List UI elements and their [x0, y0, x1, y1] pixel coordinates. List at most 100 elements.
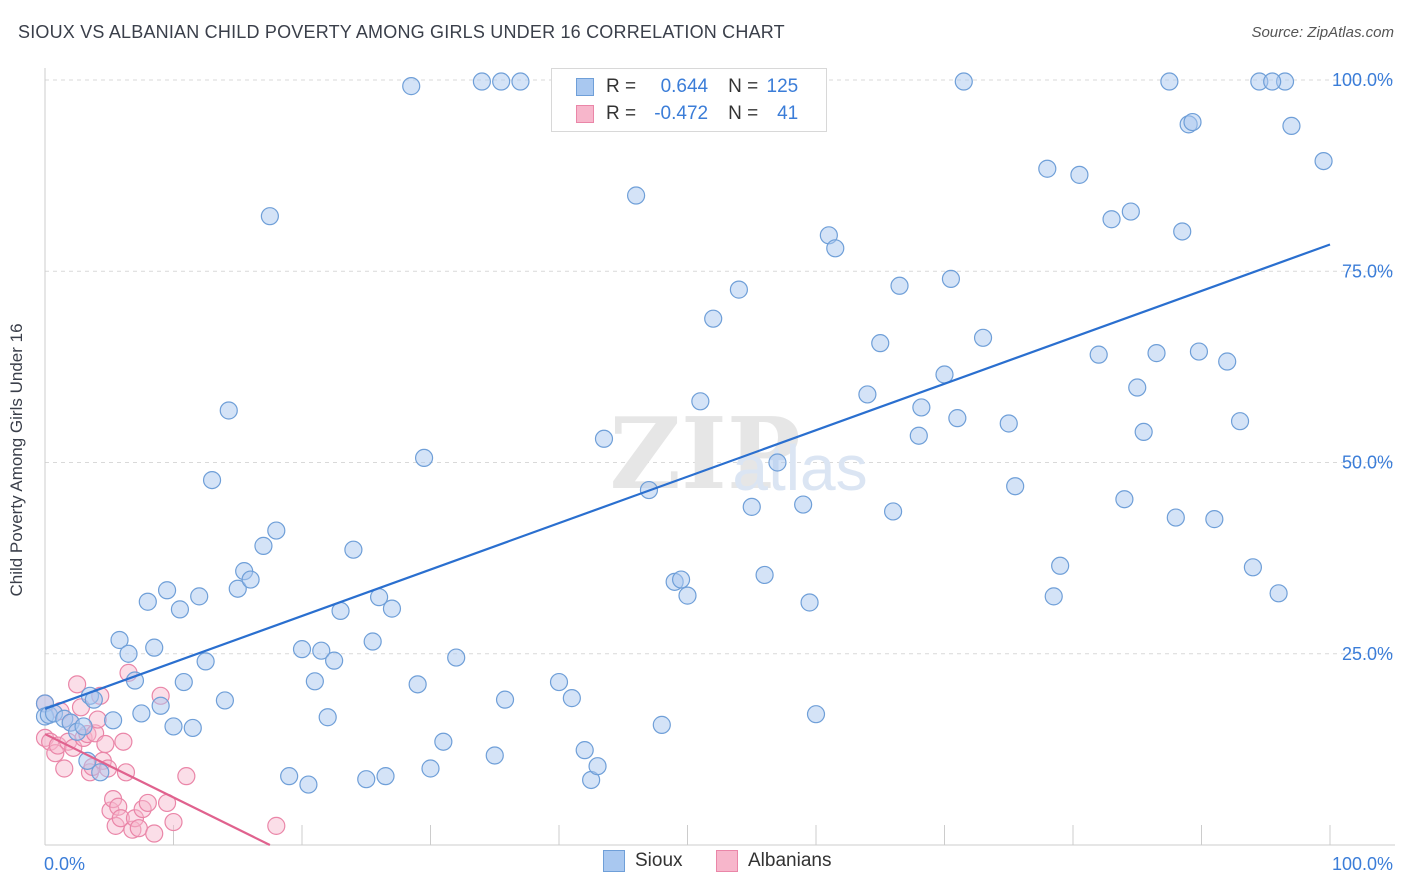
sioux-point: [215, 691, 234, 710]
sioux-point: [241, 570, 260, 589]
sioux-point: [594, 429, 614, 448]
legend-item-sioux[interactable]: Sioux: [603, 850, 683, 872]
sioux-point: [1038, 159, 1057, 178]
x-tick-label: 0.0%: [44, 854, 85, 874]
legend-swatch-albanians: [576, 105, 594, 123]
legend-r-label: R =: [606, 103, 637, 124]
y-tick-label: 50.0%: [1342, 453, 1393, 473]
watermark-atlas: atlas: [732, 432, 867, 504]
sioux-point: [170, 600, 190, 619]
sioux-point: [1243, 558, 1263, 577]
sioux-point: [671, 570, 691, 589]
sioux-point: [138, 592, 157, 611]
sioux-point: [1115, 490, 1134, 509]
sioux-point: [678, 586, 697, 605]
sioux-point: [312, 641, 331, 660]
sioux-point: [157, 581, 177, 600]
sioux-point: [292, 640, 312, 659]
y-tick-label: 25.0%: [1342, 644, 1393, 664]
sioux-point: [1230, 412, 1250, 431]
sioux-point: [492, 72, 511, 91]
sioux-point: [858, 385, 877, 404]
sioux-point: [1102, 210, 1121, 229]
sioux-point: [511, 72, 530, 91]
sioux-point: [325, 651, 344, 670]
sioux-point: [742, 497, 761, 516]
sioux-point: [1218, 352, 1237, 371]
sioux-point: [794, 495, 813, 514]
sioux-point: [1160, 72, 1179, 91]
sioux-point: [1147, 344, 1166, 363]
trend-lines: [44, 243, 1331, 846]
sioux-point: [174, 672, 193, 692]
legend-r-value: -0.472: [654, 103, 709, 124]
sioux-point: [402, 77, 421, 96]
sioux-point: [495, 690, 515, 709]
sioux-point: [305, 672, 324, 691]
sioux-point: [363, 632, 382, 651]
albanians-point: [138, 793, 157, 813]
sioux-point: [941, 269, 961, 288]
legend-item-albanians[interactable]: Albanians: [716, 850, 831, 872]
albanians-point: [177, 767, 196, 786]
sioux-point: [871, 334, 890, 353]
sioux-point: [1051, 556, 1070, 575]
sioux-point: [826, 239, 845, 258]
albanians-point: [111, 809, 130, 828]
sioux-point: [280, 767, 299, 786]
albanians-point: [129, 819, 148, 838]
sioux-point: [196, 652, 215, 671]
sioux-point: [1269, 584, 1288, 603]
sioux-point: [652, 715, 671, 734]
x-tick-label: 100.0%: [1332, 854, 1393, 874]
sioux-point: [1006, 477, 1025, 496]
legend-r-value: 0.644: [660, 76, 709, 97]
albanians-label: Albanians: [748, 850, 832, 871]
albanians-point: [123, 820, 142, 839]
sioux-point: [1183, 112, 1202, 132]
sioux-point: [219, 401, 238, 420]
sioux-point: [729, 280, 749, 299]
sioux-point: [91, 763, 110, 782]
sioux-point: [260, 207, 279, 226]
sioux-label: Sioux: [635, 850, 683, 871]
albanians-point: [96, 734, 115, 754]
sioux-point: [151, 696, 170, 715]
legend-row-sioux: R = 0.644 N = 125: [576, 75, 798, 99]
sioux-point: [1044, 587, 1063, 606]
sioux-swatch: [603, 850, 625, 872]
sioux-point: [1089, 345, 1108, 364]
sioux-point: [299, 775, 318, 794]
sioux-point: [472, 72, 491, 91]
tick-labels: 100.0% 75.0% 50.0% 25.0% 0.0% 100.0%: [44, 70, 1393, 874]
sioux-point: [228, 579, 247, 598]
sioux-point: [132, 704, 151, 723]
albanians-point: [68, 675, 87, 694]
sioux-point: [408, 675, 427, 694]
sioux-point: [999, 414, 1018, 433]
sioux-point: [357, 770, 376, 789]
sioux-point: [704, 309, 723, 328]
sioux-point: [768, 453, 787, 472]
sioux-point: [74, 717, 93, 736]
sioux-point: [912, 398, 931, 417]
sioux-point: [202, 470, 222, 490]
sioux-point: [1282, 116, 1301, 136]
sioux-point: [447, 648, 466, 667]
albanians-trend-line: [44, 733, 271, 846]
sioux-point: [1263, 72, 1282, 91]
sioux-points: [35, 71, 1333, 794]
sioux-point: [1121, 202, 1140, 221]
legend-r-label: R =: [606, 76, 637, 97]
albanians-point: [116, 763, 136, 782]
albanians-point: [145, 824, 164, 843]
sioux-point: [948, 409, 967, 428]
sioux-point: [190, 587, 209, 606]
sioux-point: [1205, 510, 1224, 529]
sioux-point: [254, 536, 273, 555]
source-label: Source: ZipAtlas.com: [1251, 24, 1394, 41]
legend-swatch-sioux: [576, 78, 594, 96]
legend-n-label: N =: [728, 76, 759, 97]
sioux-point: [800, 593, 819, 612]
